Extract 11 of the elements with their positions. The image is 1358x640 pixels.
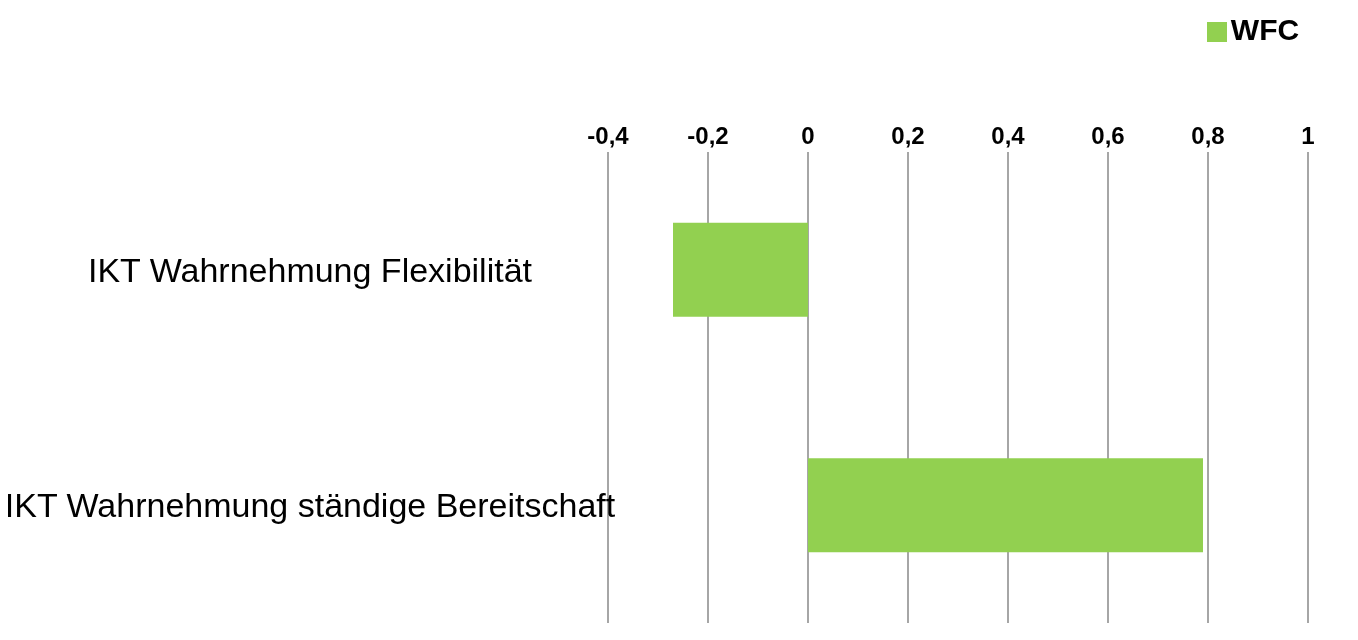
x-tick-label: 0,6 [1091,122,1125,149]
x-tick-label: -0,4 [587,122,630,149]
x-tick-label: 0,4 [991,122,1026,149]
x-tick-label: 0,2 [891,122,925,149]
y-tick-label: IKT Wahrnehmung ständige Bereitschaft [4,486,616,525]
x-tick-label: 1 [1301,122,1315,149]
legend-label: WFC [1230,13,1300,46]
y-tick-label: IKT Wahrnehmung Flexibilität [87,250,533,289]
x-tick-label: 0,8 [1191,122,1225,149]
x-tick-label: 0 [801,122,815,149]
x-tick-label: -0,2 [687,122,729,149]
